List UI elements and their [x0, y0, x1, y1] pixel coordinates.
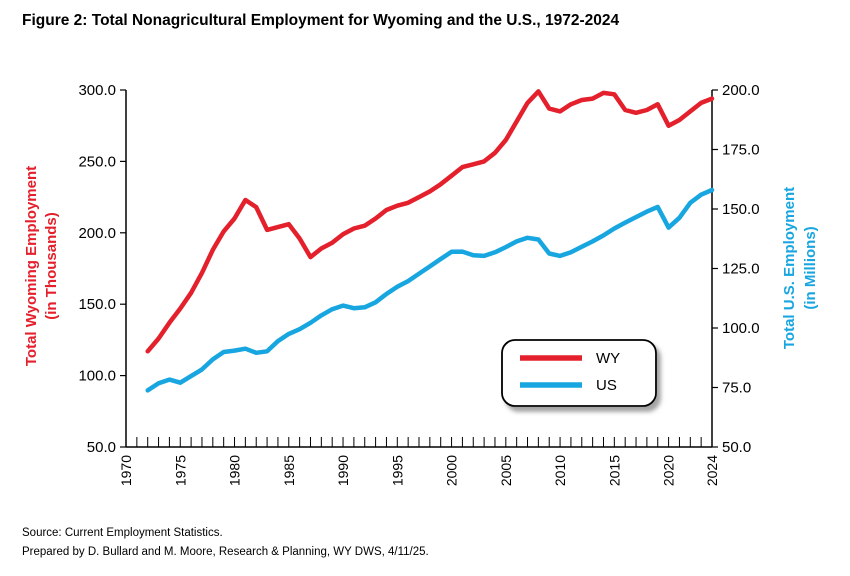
right-axis-title-line2: (in Millions) [802, 226, 819, 309]
prepared-by-note: Prepared by D. Bullard and M. Moore, Res… [22, 546, 429, 558]
x-tick-label: 1980 [227, 455, 243, 486]
left-tick-label: 150.0 [78, 296, 116, 313]
left-tick-label: 250.0 [78, 153, 116, 170]
x-tick-label: 2005 [498, 455, 514, 486]
left-axis-title-line2: (in Thousands) [43, 212, 60, 320]
left-tick-label: 200.0 [78, 225, 116, 242]
right-tick-label: 150.0 [722, 201, 760, 218]
x-tick-label: 1985 [281, 455, 297, 486]
right-tick-label: 75.0 [722, 380, 751, 397]
right-tick-label: 175.0 [722, 142, 760, 159]
x-tick-label: 1975 [172, 455, 188, 486]
right-tick-label: 125.0 [722, 261, 760, 278]
legend-label-wy: WY [596, 350, 620, 367]
left-tick-label: 100.0 [78, 368, 116, 385]
legend-box [501, 339, 657, 407]
series-lines [145, 89, 715, 393]
right-tick-label: 200.0 [722, 82, 760, 99]
right-tick-label: 100.0 [722, 320, 760, 337]
x-tick-label: 1970 [118, 455, 134, 486]
right-axis-ticks: 50.0 75.0 100.0 125.0 150.0 175.0 200.0 [712, 82, 760, 456]
right-axis-title-line1: Total U.S. Employment [781, 187, 798, 349]
left-axis-title-line1: Total Wyoming Employment [23, 166, 40, 366]
x-tick-label: 2024 [704, 455, 720, 486]
x-tick-label: 1990 [335, 455, 351, 486]
x-tick-label: 1995 [389, 455, 405, 486]
legend-label-us: US [596, 377, 617, 394]
left-tick-label: 300.0 [78, 82, 116, 99]
x-axis-ticks: 1970 1975 1980 1985 1990 1995 2000 2005 2010 2015… [118, 437, 720, 486]
x-tick-label: 2015 [606, 455, 622, 486]
x-tick-label: 2010 [552, 455, 568, 486]
chart-title: Figure 2: Total Nonagricultural Employme… [22, 12, 620, 29]
line-chart: 50.0 100.0 150.0 200.0 250.0 300.0 50.0 75.0 10… [23, 82, 819, 486]
series-line-wy [145, 89, 715, 354]
source-note: Source: Current Employment Statistics. [22, 527, 223, 539]
series-line-us [145, 187, 715, 393]
left-tick-label: 50.0 [87, 439, 116, 456]
left-axis-ticks: 50.0 100.0 150.0 200.0 250.0 300.0 [78, 82, 126, 456]
right-tick-label: 50.0 [722, 439, 751, 456]
x-tick-label: 2020 [661, 455, 677, 486]
legend: WY US [501, 339, 657, 407]
x-tick-label: 2000 [444, 455, 460, 486]
